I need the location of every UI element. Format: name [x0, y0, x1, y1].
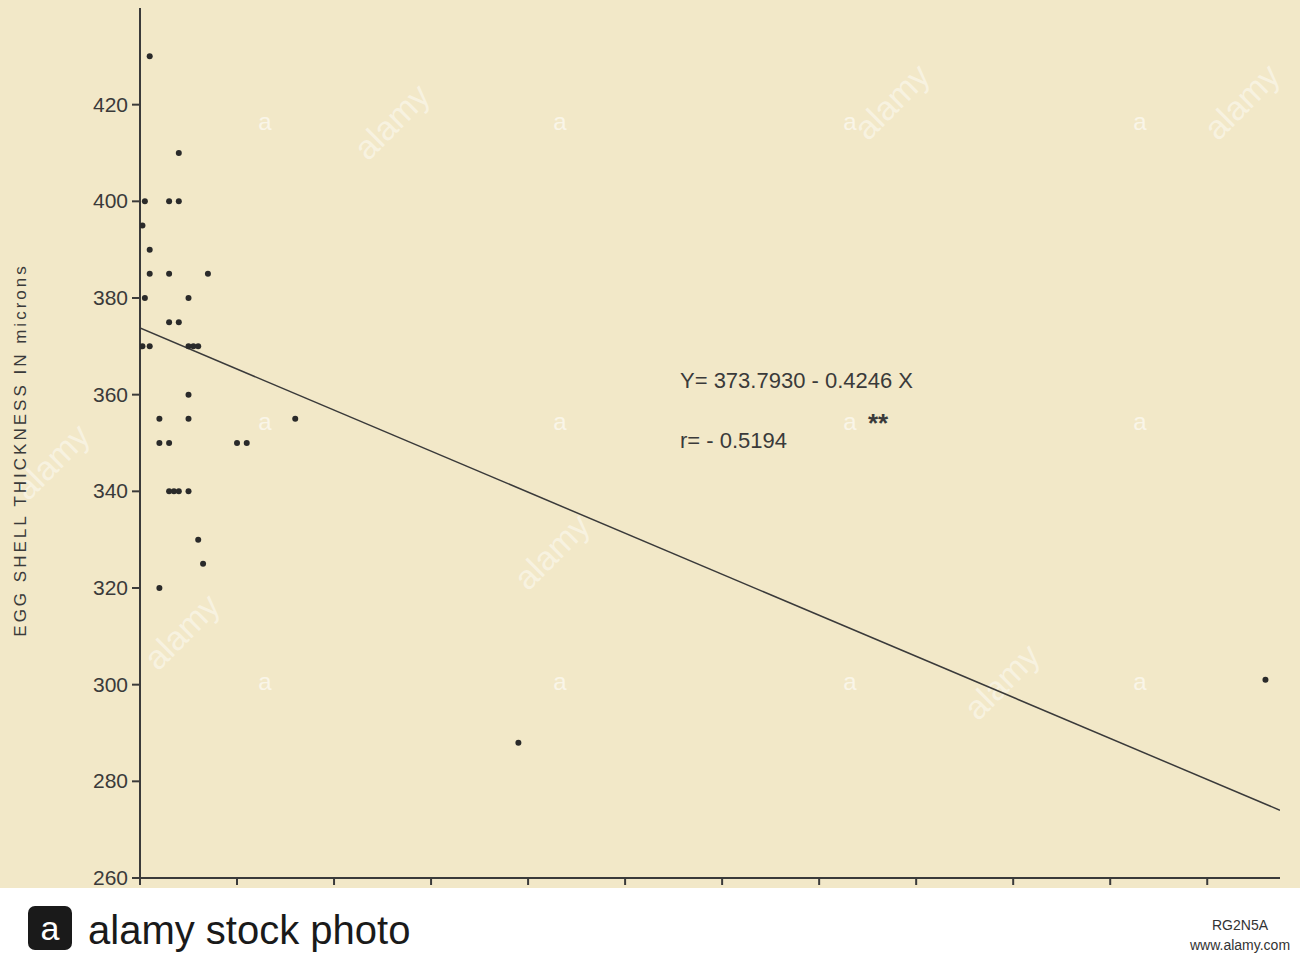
point [147, 343, 153, 349]
watermark-logo: a [553, 408, 567, 435]
watermark: alamy [846, 56, 937, 147]
point [140, 223, 145, 229]
watermark: alamy [506, 506, 597, 597]
banner-bg [0, 888, 1300, 970]
y-tick-label: 400 [93, 189, 128, 212]
watermark-logo: a [843, 668, 857, 695]
x-tick [1206, 878, 1208, 885]
banner-url: www.alamy.com [1189, 937, 1290, 953]
point [195, 343, 201, 349]
watermark-logo: a [1133, 408, 1147, 435]
axes: 260 280 300 320 340 360 380 400 420 [93, 8, 1280, 889]
plot-area [140, 53, 1280, 810]
point [176, 488, 182, 494]
point [166, 271, 172, 277]
y-tick [132, 877, 140, 879]
point [166, 319, 172, 325]
watermark-logo: a [258, 108, 272, 135]
point [176, 198, 182, 204]
point [186, 392, 192, 398]
watermark-logo: a [843, 108, 857, 135]
x-tick [236, 878, 238, 885]
x-tick [527, 878, 529, 885]
point [234, 440, 240, 446]
watermark: alamy [136, 586, 227, 677]
x-tick [1012, 878, 1014, 885]
point [186, 416, 192, 422]
watermark: alamy [346, 76, 437, 167]
y-tick-label: 280 [93, 769, 128, 792]
y-tick-label: 420 [93, 93, 128, 116]
x-tick [1109, 878, 1111, 885]
point [292, 416, 298, 422]
point [156, 585, 162, 591]
point [244, 440, 250, 446]
y-axis [139, 8, 141, 878]
watermark-logo: a [553, 108, 567, 135]
point [147, 271, 153, 277]
y-tick-label: 380 [93, 286, 128, 309]
point [142, 295, 148, 301]
y-tick [132, 587, 140, 589]
point [156, 440, 162, 446]
y-tick [132, 394, 140, 396]
point [176, 319, 182, 325]
banner-id: RG2N5A [1212, 917, 1269, 933]
point [186, 295, 192, 301]
y-tick-label: 360 [93, 383, 128, 406]
equation: Y= 373.7930 - 0.4246 X [680, 368, 913, 393]
y-tick [132, 104, 140, 106]
banner-logo-box [28, 906, 72, 950]
y-tick-label: 300 [93, 673, 128, 696]
point [140, 343, 145, 349]
point [515, 740, 521, 746]
point [195, 537, 201, 543]
watermark-logo: a [843, 408, 857, 435]
watermark: alamy [1196, 56, 1287, 147]
regression-line [140, 328, 1280, 810]
point [147, 247, 153, 253]
watermarks: alamyalamyalamyalamyalamyalamyalamyaaaaa… [6, 56, 1287, 727]
y-axis-label: EGG SHELL THICKNESS IN microns [11, 263, 30, 636]
watermark-logo: a [553, 668, 567, 695]
y-tick-label: 340 [93, 479, 128, 502]
banner: a alamy stock photo RG2N5A www.alamy.com [0, 888, 1300, 970]
y-tick [132, 780, 140, 782]
point [176, 150, 182, 156]
y-tick-label: 260 [93, 866, 128, 889]
significance: ** [868, 408, 889, 438]
x-tick [430, 878, 432, 885]
y-tick [132, 200, 140, 202]
point [205, 271, 211, 277]
banner-text: alamy stock photo [88, 908, 410, 952]
banner-logo: a [41, 909, 60, 947]
watermark-logo: a [1133, 108, 1147, 135]
x-tick [333, 878, 335, 885]
point [147, 53, 153, 59]
y-tick [132, 297, 140, 299]
point [200, 561, 206, 567]
watermark-logo: a [258, 668, 272, 695]
x-axis [140, 877, 1280, 879]
x-tick [624, 878, 626, 885]
point [166, 440, 172, 446]
point [156, 416, 162, 422]
watermark-logo: a [258, 408, 272, 435]
y-tick [132, 490, 140, 492]
y-tick [132, 684, 140, 686]
point [142, 198, 148, 204]
x-tick [818, 878, 820, 885]
point [186, 488, 192, 494]
y-tick-label: 320 [93, 576, 128, 599]
watermark: alamy [956, 636, 1047, 727]
watermark-logo: a [1133, 668, 1147, 695]
point [166, 198, 172, 204]
point [1262, 677, 1268, 683]
x-tick [139, 878, 141, 885]
x-tick [721, 878, 723, 885]
x-tick [915, 878, 917, 885]
correlation: r= - 0.5194 [680, 428, 787, 453]
